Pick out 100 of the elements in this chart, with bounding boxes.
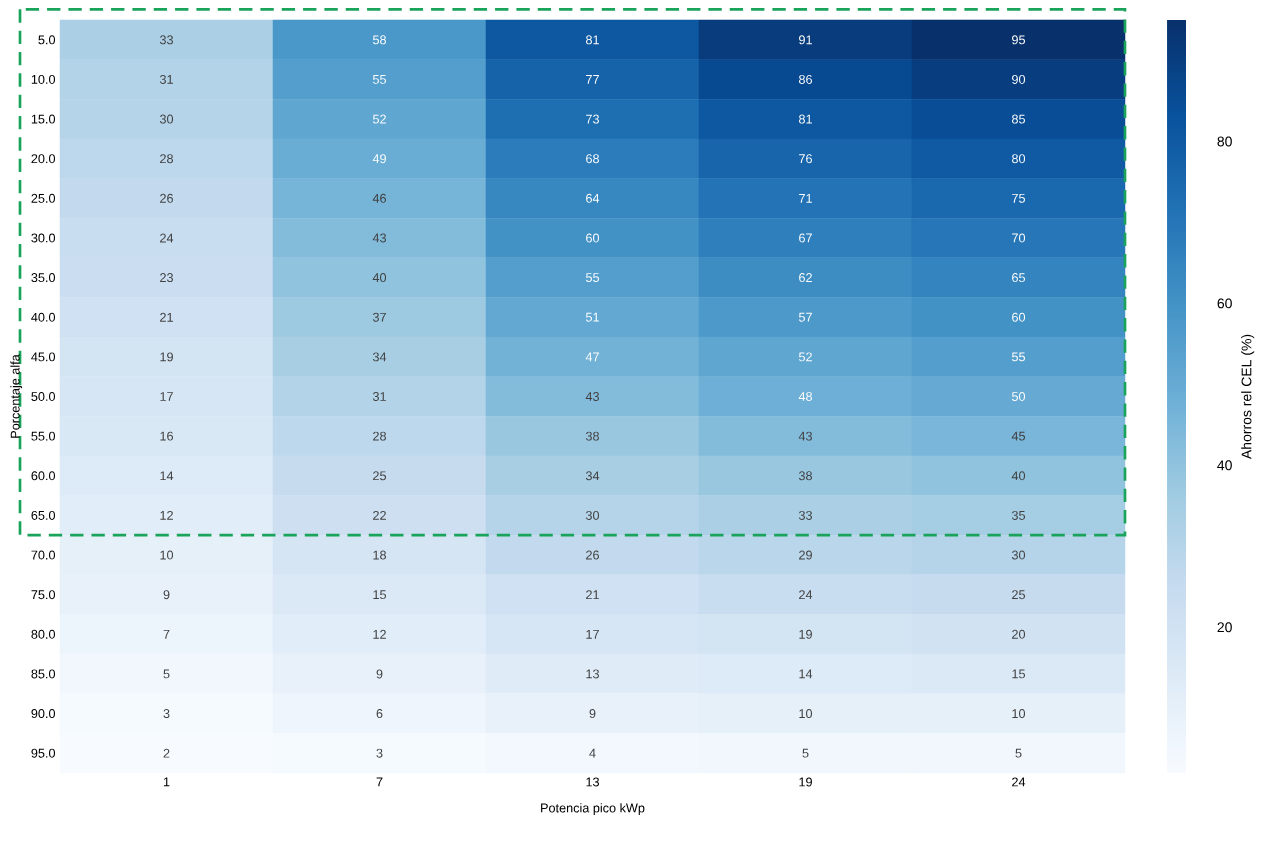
y-tick-label: 10.0 [31,74,56,84]
y-tick-label: 15.0 [31,114,56,124]
data-label: 7 [163,629,170,639]
data-label: 64 [586,193,600,203]
y-tick-label: 90.0 [31,709,56,719]
data-label: 15 [1012,669,1026,679]
data-label: 10 [799,709,813,719]
data-label: 30 [1011,550,1026,560]
y-tick-label: 85.0 [31,669,56,679]
y-tick-label: 95.0 [31,748,56,758]
x-axis-title: Potencia pico kWp [541,803,645,815]
data-label: 60 [586,233,600,243]
color-bar-label: 60 [1217,298,1232,309]
data-label: 68 [586,154,599,164]
color-bar-title: Ahorros rel CEL (%) [1241,334,1255,460]
data-label: 50 [1011,392,1026,401]
y-tick-label: 70.0 [31,550,56,560]
data-label: 9 [589,709,596,719]
data-label: 17 [160,392,173,401]
data-label: 70 [1012,233,1026,243]
data-label: 9 [163,590,170,600]
y-tick-label: 35.0 [31,273,56,283]
data-label: 43 [372,233,386,243]
data-label: 28 [373,431,387,441]
data-label: 73 [586,114,599,124]
data-label: 67 [799,233,812,243]
y-tick-label: 25.0 [31,193,56,203]
data-label: 4 [589,748,596,758]
data-label: 49 [372,154,386,164]
data-label: 14 [160,471,174,481]
x-tick-label: 13 [586,777,599,787]
data-label: 37 [372,312,386,322]
data-label: 34 [372,352,387,362]
data-label: 58 [372,35,387,45]
data-label: 23 [160,273,173,283]
data-label: 60 [1012,312,1026,322]
data-label: 21 [160,312,173,322]
data-label: 71 [799,193,812,203]
x-tick-label: 7 [376,777,383,787]
data-label: 12 [373,629,386,639]
data-label: 85 [1012,114,1026,124]
data-label: 5 [802,748,809,758]
data-label: 81 [799,114,812,124]
data-label: 15 [373,590,387,600]
data-label: 30 [159,114,174,124]
data-label: 95 [1012,35,1026,45]
data-label: 76 [799,154,812,164]
data-label: 86 [799,74,812,84]
data-label: 33 [798,510,812,520]
y-tick-label: 5.0 [38,35,56,45]
data-label: 35 [1011,510,1026,520]
data-label: 91 [799,35,812,45]
data-label: 14 [799,669,813,679]
data-label: 9 [376,669,383,679]
data-label: 65 [1012,273,1026,283]
data-label: 17 [586,629,599,639]
data-label: 75 [1012,193,1026,203]
data-label: 81 [586,35,599,45]
data-label: 28 [160,154,174,164]
data-label: 22 [373,510,386,520]
data-label: 10 [1012,709,1026,719]
y-tick-label: 45.0 [31,352,56,362]
data-label: 80 [1012,154,1026,164]
data-label: 90 [1012,74,1026,84]
data-label: 10 [160,550,174,560]
data-label: 19 [160,352,173,362]
data-label: 5 [1015,748,1022,758]
x-tick-label: 1 [163,777,170,787]
color-bar-label: 20 [1217,622,1232,633]
data-label: 48 [798,392,812,401]
data-label: 21 [586,590,599,600]
data-label: 45 [1011,431,1026,441]
data-label: 12 [160,510,173,520]
y-tick-label: 50.0 [31,392,56,401]
data-label: 31 [372,392,386,401]
data-label: 33 [159,35,173,45]
y-tick-label: 55.0 [31,431,56,441]
data-label: 30 [585,510,600,520]
data-label: 55 [1011,352,1026,362]
data-label: 26 [160,193,173,203]
data-label: 19 [799,629,812,639]
x-tick-label: 24 [1012,777,1026,787]
data-label: 43 [585,392,599,401]
data-label: 18 [373,550,387,560]
data-label: 77 [586,75,599,84]
data-label: 26 [586,550,599,560]
data-label: 34 [585,471,600,481]
data-label: 3 [376,748,383,758]
data-label: 25 [373,471,387,481]
data-label: 16 [160,431,173,441]
y-tick-label: 60.0 [31,471,56,481]
y-tick-label: 40.0 [31,312,56,322]
y-tick-label: 75.0 [31,590,56,600]
data-label: 2 [163,748,170,758]
data-label: 46 [372,193,386,203]
data-label: 5 [163,669,170,679]
data-label: 24 [799,590,813,600]
data-label: 38 [585,431,599,441]
data-label: 13 [586,669,599,679]
data-label: 47 [585,352,599,362]
